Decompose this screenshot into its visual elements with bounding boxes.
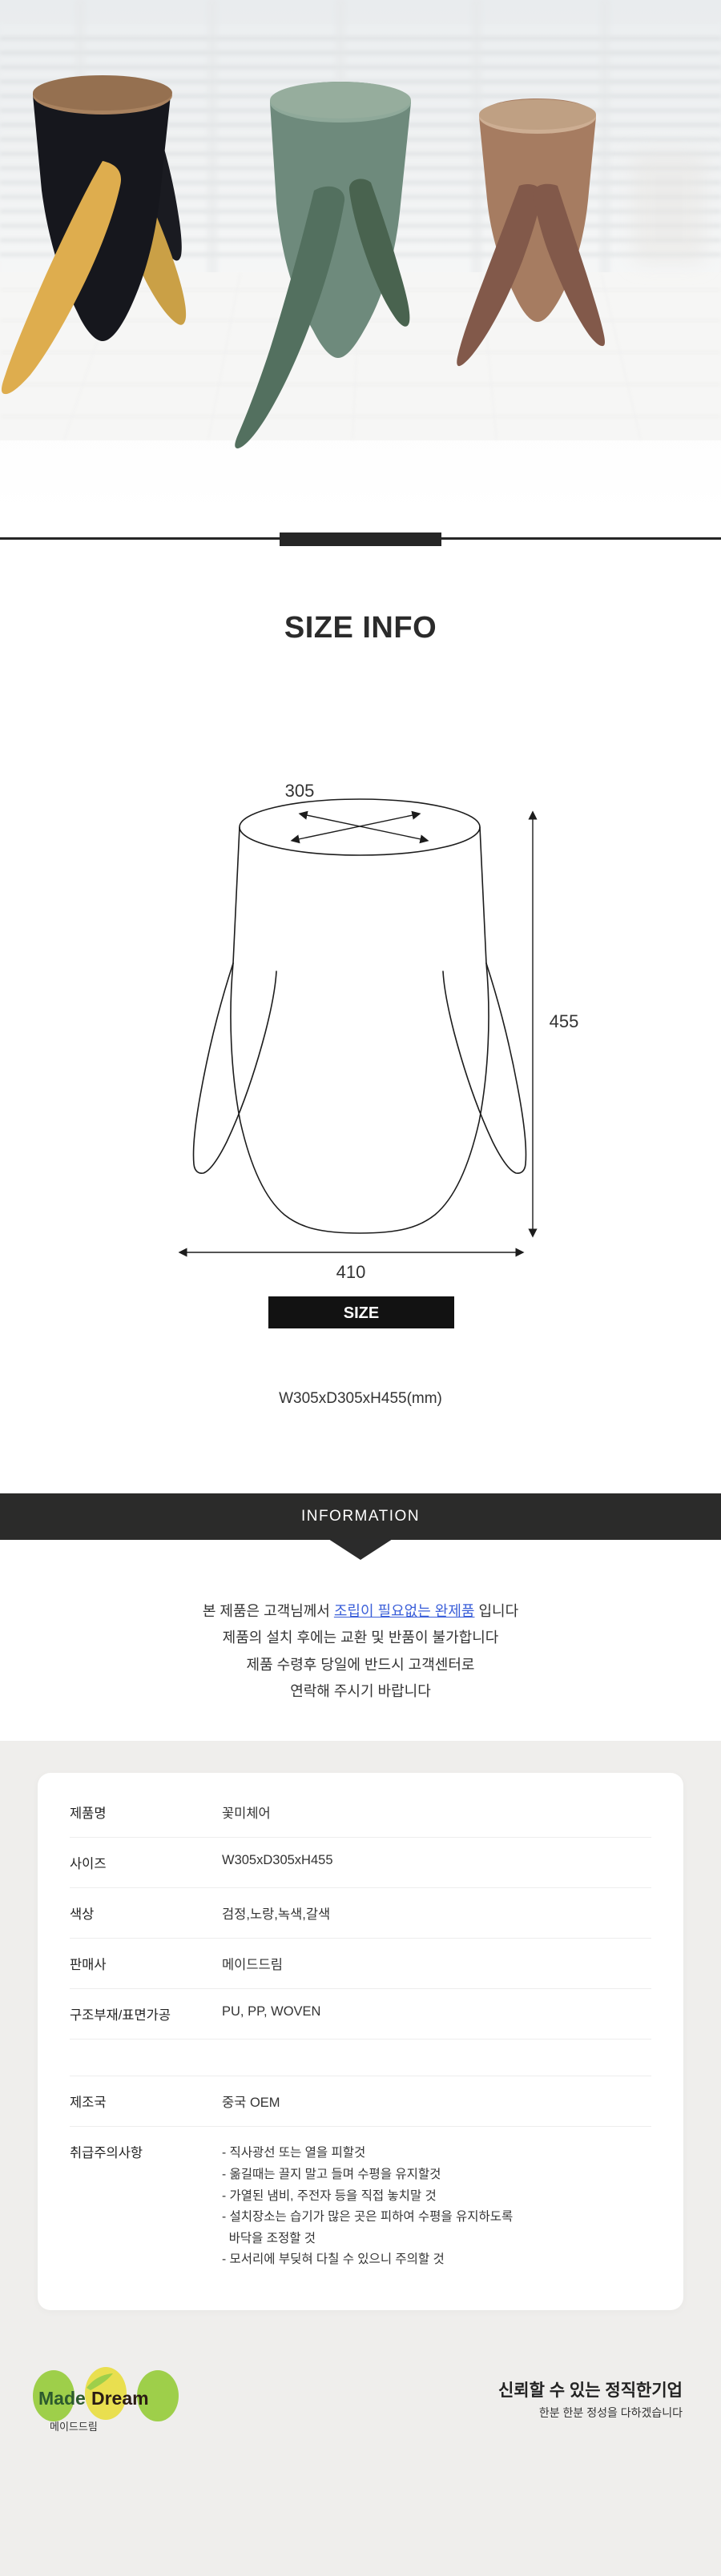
svg-text:455: 455 bbox=[550, 1011, 579, 1031]
svg-text:Made: Made bbox=[38, 2388, 86, 2409]
svg-text:SIZE: SIZE bbox=[344, 1304, 379, 1322]
svg-text:410: 410 bbox=[336, 1262, 366, 1282]
svg-text:Dream: Dream bbox=[91, 2388, 149, 2409]
svg-text:305: 305 bbox=[285, 781, 315, 801]
